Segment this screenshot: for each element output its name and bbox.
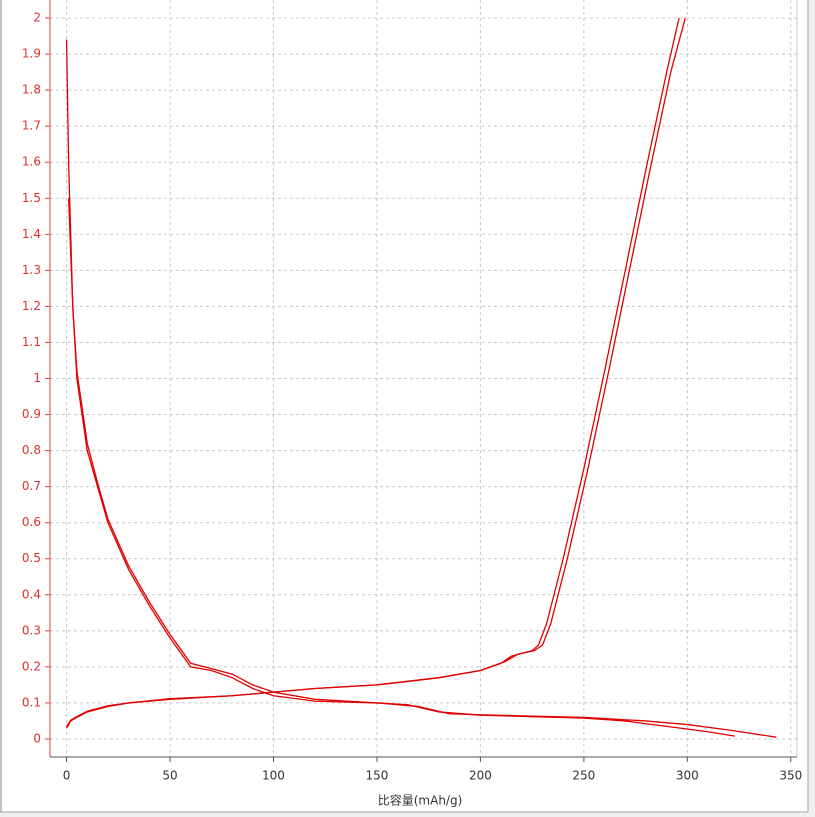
- y-tick-label: 0.7: [22, 479, 41, 493]
- y-tick-label: 1.7: [22, 119, 41, 133]
- line-series: [67, 198, 736, 737]
- y-tick-label: 1.6: [22, 155, 41, 169]
- y-tick-label: 0.2: [22, 659, 41, 673]
- y-tick-label: 1.8: [22, 83, 41, 97]
- x-tick-label: 300: [676, 769, 699, 783]
- y-tick-label: 1.3: [22, 263, 41, 277]
- x-tick-label: 350: [779, 769, 802, 783]
- x-tick-label: 250: [572, 769, 595, 783]
- y-tick-label: 0.3: [22, 623, 41, 637]
- x-tick-label: 150: [365, 769, 388, 783]
- y-tick-label: 1.5: [22, 191, 41, 205]
- y-tick-label: 0.6: [22, 515, 41, 529]
- y-tick-label: 0.5: [22, 551, 41, 565]
- x-axis-label: 比容量(mAh/g): [378, 793, 463, 808]
- y-tick-label: 2: [33, 11, 41, 25]
- y-tick-label: 1.4: [22, 227, 41, 241]
- y-tick-label: 1.9: [22, 47, 41, 61]
- y-tick-label: 0.4: [22, 587, 41, 601]
- x-tick-label: 200: [469, 769, 492, 783]
- y-tick-label: 0: [33, 731, 41, 745]
- y-tick-label: 0.1: [22, 695, 41, 709]
- x-tick-label: 50: [162, 769, 177, 783]
- y-tick-label: 1.1: [22, 335, 41, 349]
- y-tick-label: 1.2: [22, 299, 41, 313]
- x-tick-label: 0: [63, 769, 71, 783]
- y-tick-label: 1: [33, 371, 41, 385]
- x-tick-label: 100: [262, 769, 285, 783]
- y-tick-label: 0.9: [22, 407, 41, 421]
- line-series: [66, 17, 686, 727]
- y-tick-label: 0.8: [22, 443, 41, 457]
